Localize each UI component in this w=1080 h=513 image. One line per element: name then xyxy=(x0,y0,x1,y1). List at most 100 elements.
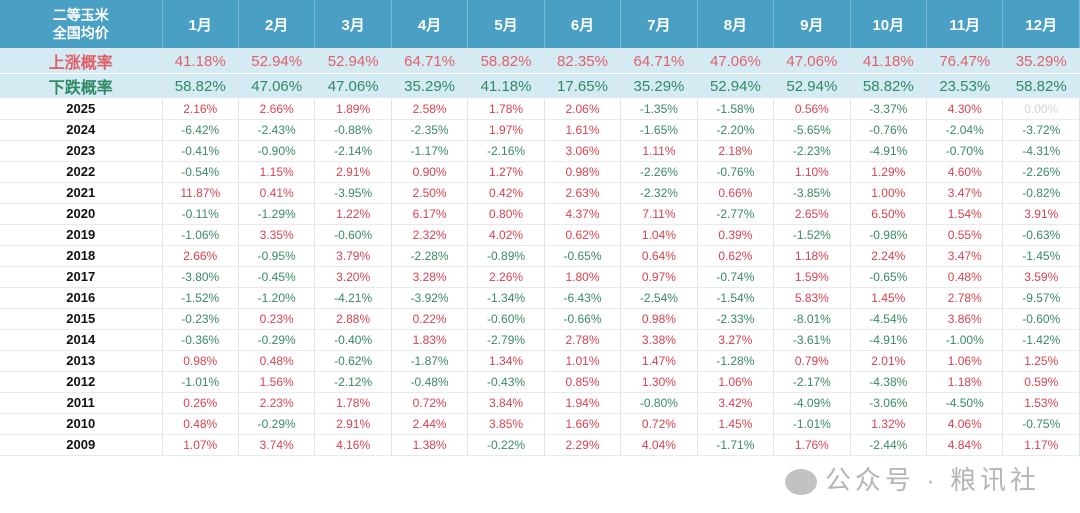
change-cell: -1.34% xyxy=(467,287,545,309)
change-cell: -0.70% xyxy=(926,140,1004,162)
change-cell: -8.01% xyxy=(773,308,851,330)
change-cell: 4.60% xyxy=(926,161,1004,183)
change-cell: 0.26% xyxy=(162,392,239,414)
probability-cell: 41.18% xyxy=(162,48,239,74)
change-cell: -2.17% xyxy=(773,371,851,393)
month-header: 1月 xyxy=(162,0,239,49)
change-cell: -2.14% xyxy=(314,140,392,162)
change-cell: 3.38% xyxy=(620,329,698,351)
probability-cell: 41.18% xyxy=(850,48,928,74)
table-row: 2019 -1.06% 3.35% -0.60% 2.32% 4.02% 0.62% 1.04… xyxy=(0,224,1080,246)
change-cell: 4.16% xyxy=(314,434,392,456)
change-cell: -4.38% xyxy=(850,371,928,393)
month-header: 8月 xyxy=(697,0,775,49)
probability-cell: 47.06% xyxy=(314,73,392,99)
change-cell: -0.45% xyxy=(238,266,316,288)
change-cell: 1.83% xyxy=(391,329,469,351)
change-cell: 3.86% xyxy=(926,308,1004,330)
change-cell: 4.37% xyxy=(544,203,622,225)
change-cell: 0.79% xyxy=(773,350,851,372)
change-cell: -1.54% xyxy=(697,287,775,309)
change-cell: -0.76% xyxy=(697,161,775,183)
change-cell: -1.06% xyxy=(162,224,239,246)
change-cell: 1.06% xyxy=(926,350,1004,372)
change-cell: -1.35% xyxy=(620,98,698,120)
change-cell: -0.90% xyxy=(238,140,316,162)
change-cell: -0.76% xyxy=(850,119,928,141)
change-cell: 2.63% xyxy=(544,182,622,204)
table-row: 2017 -3.80% -0.45% 3.20% 3.28% 2.26% 1.80% 0.97… xyxy=(0,266,1080,288)
change-cell: 0.56% xyxy=(773,98,851,120)
year-cell: 2025 xyxy=(0,98,163,120)
probability-cell: 82.35% xyxy=(544,48,622,74)
change-cell: 4.02% xyxy=(467,224,545,246)
change-cell: -0.48% xyxy=(391,371,469,393)
down-probability-row: 下跌概率 58.82% 47.06% 47.06% 35.29% 41.18% 17.65%… xyxy=(0,73,1080,99)
change-cell: -2.12% xyxy=(314,371,392,393)
change-cell: 2.78% xyxy=(544,329,622,351)
watermark-text: 公众号 · 粮讯社 xyxy=(824,464,1040,495)
month-header: 11月 xyxy=(926,0,1004,49)
change-cell: -2.23% xyxy=(773,140,851,162)
change-cell: 2.78% xyxy=(926,287,1004,309)
change-cell: 0.72% xyxy=(620,413,698,435)
change-cell: -2.26% xyxy=(620,161,698,183)
header-row: 二等玉米 全国均价 1月 2月 3月 4月 5月 6月 7月 8月 9月 10月 11月 12月 xyxy=(0,0,1080,49)
change-cell: 3.91% xyxy=(1002,203,1080,225)
change-cell: 1.89% xyxy=(314,98,392,120)
change-cell: 2.29% xyxy=(544,434,622,456)
change-cell: 2.32% xyxy=(391,224,469,246)
change-cell: -0.65% xyxy=(850,266,928,288)
probability-cell: 64.71% xyxy=(620,48,698,74)
corner-line1: 二等玉米 xyxy=(52,7,109,23)
year-cell: 2012 xyxy=(0,371,163,393)
change-cell: -3.72% xyxy=(1002,119,1080,141)
year-cell: 2016 xyxy=(0,287,163,309)
change-cell: 1.01% xyxy=(544,350,622,372)
table-row: 2022 -0.54% 1.15% 2.91% 0.90% 1.27% 0.98% -2.26… xyxy=(0,161,1080,183)
change-cell: 11.87% xyxy=(162,182,239,204)
change-cell: 6.50% xyxy=(850,203,928,225)
probability-cell: 64.71% xyxy=(391,48,469,74)
year-cell: 2010 xyxy=(0,413,163,435)
probability-cell: 58.82% xyxy=(467,48,545,74)
change-cell: -0.62% xyxy=(314,350,392,372)
change-cell: 1.34% xyxy=(467,350,545,372)
change-cell: -0.60% xyxy=(467,308,545,330)
change-cell: -0.88% xyxy=(314,119,392,141)
probability-cell: 47.06% xyxy=(697,48,775,74)
month-header: 4月 xyxy=(391,0,469,49)
change-cell: -0.36% xyxy=(162,329,239,351)
change-cell: 4.06% xyxy=(926,413,1004,435)
change-cell: -0.29% xyxy=(238,329,316,351)
year-cell: 2014 xyxy=(0,329,163,351)
change-cell: -5.65% xyxy=(773,119,851,141)
change-cell: -1.45% xyxy=(1002,245,1080,267)
change-cell: 1.53% xyxy=(1002,392,1080,414)
change-cell: 3.47% xyxy=(926,182,1004,204)
change-cell: 0.98% xyxy=(162,350,239,372)
probability-cell: 58.82% xyxy=(1002,73,1080,99)
change-cell: -2.28% xyxy=(391,245,469,267)
change-cell: -1.52% xyxy=(162,287,239,309)
corner-header: 二等玉米 全国均价 xyxy=(0,0,163,49)
change-cell: 2.01% xyxy=(850,350,928,372)
table-row: 2021 11.87% 0.41% -3.95% 2.50% 0.42% 2.63% -2.3… xyxy=(0,182,1080,204)
watermark-strip: 公众号 · 粮讯社 xyxy=(0,456,1080,504)
month-header: 12月 xyxy=(1002,0,1080,49)
change-cell: 2.58% xyxy=(391,98,469,120)
table-row: 2024 -6.42% -2.43% -0.88% -2.35% 1.97% 1.61% -1… xyxy=(0,119,1080,141)
change-cell: 1.45% xyxy=(850,287,928,309)
change-cell: 3.28% xyxy=(391,266,469,288)
month-header: 2月 xyxy=(238,0,316,49)
change-cell: 1.06% xyxy=(697,371,775,393)
change-cell: -0.40% xyxy=(314,329,392,351)
change-cell: 1.18% xyxy=(773,245,851,267)
year-cell: 2023 xyxy=(0,140,163,162)
table-row: 2011 0.26% 2.23% 1.78% 0.72% 3.84% 1.94% -0.80%… xyxy=(0,392,1080,414)
probability-cell: 76.47% xyxy=(926,48,1004,74)
change-cell: 3.42% xyxy=(697,392,775,414)
change-cell: 0.59% xyxy=(1002,371,1080,393)
change-cell: 0.90% xyxy=(391,161,469,183)
probability-cell: 52.94% xyxy=(238,48,316,74)
